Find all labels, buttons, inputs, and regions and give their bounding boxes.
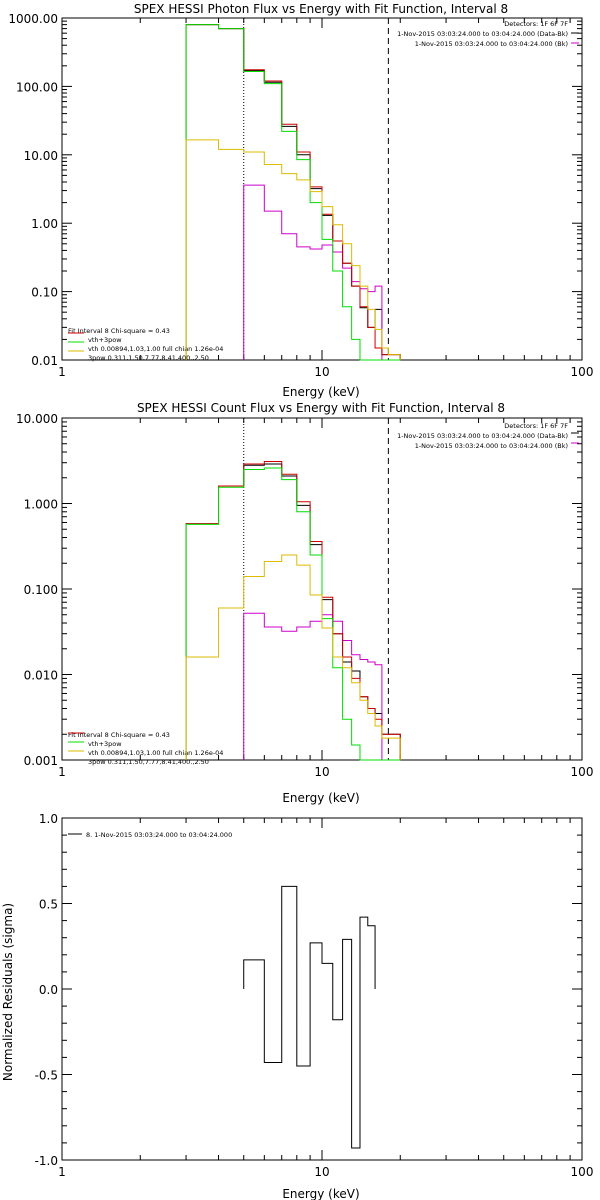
photon-y-tick-label: 100.00 xyxy=(16,80,58,94)
count-fit-interval: Fit Interval 8 Chi-square = 0.43 xyxy=(68,731,170,739)
photon-y-tick-label: 1000.00 xyxy=(8,12,58,26)
residuals-x-tick-label: 1 xyxy=(58,1165,66,1179)
residuals-series-residuals xyxy=(243,885,376,1149)
count-fit-legend-vth: vth 0.00894,1.03,1.00 full chian 1.26e-0… xyxy=(88,749,223,757)
photon-y-tick-label: 0.10 xyxy=(31,286,58,300)
photon-y-tick-label: 1.00 xyxy=(31,217,58,231)
count-series-3pow xyxy=(185,554,401,760)
count-fit-legend-3pow: 3pow 0.311,1.50,7.77,8.41,400.,2.50 xyxy=(88,758,209,766)
photon-chart-title: SPEX HESSI Photon Flux vs Energy with Fi… xyxy=(134,2,508,16)
residuals-y-tick-label: 0.5 xyxy=(39,898,58,912)
photon-x-tick-label: 10 xyxy=(314,365,329,379)
photon-fit-legend-vth: vth 0.00894,1.03,1.00 full chian 1.26e-0… xyxy=(88,345,223,353)
residuals-panel: Energy (keV) Normalized Residuals (sigma… xyxy=(1,812,593,1200)
residuals-x-axis-label: Energy (keV) xyxy=(282,1187,359,1200)
photon-bk-interval: 1-Nov-2015 03:03:24.000 to 03:04:24.000 … xyxy=(415,40,568,48)
count-x-tick-label: 10 xyxy=(314,765,329,779)
photon-x-tick-label: 100 xyxy=(571,365,594,379)
photon-x-tick-label: 1 xyxy=(58,365,66,379)
residuals-y-tick-label: -1.0 xyxy=(35,1154,58,1168)
count-y-tick-label: 10.000 xyxy=(16,412,58,426)
count-series-vth xyxy=(185,467,401,761)
photon-fit-legend-total: vth+3pow xyxy=(88,336,122,344)
count-y-tick-label: 0.100 xyxy=(24,583,58,597)
count-chart-title: SPEX HESSI Count Flux vs Energy with Fit… xyxy=(137,401,505,415)
photon-x-axis-label: Energy (keV) xyxy=(282,385,359,399)
photon-fit-interval: Fit Interval 8 Chi-square = 0.43 xyxy=(68,327,170,335)
count-y-tick-label: 1.000 xyxy=(24,498,58,512)
photon-y-tick-label: 0.01 xyxy=(31,354,58,368)
photon-data-interval: 1-Nov-2015 03:03:24.000 to 03:04:24.000 … xyxy=(397,30,568,38)
photon-series-3pow xyxy=(185,139,401,360)
photon-flux-panel: SPEX HESSI Photon Flux vs Energy with Fi… xyxy=(8,2,593,399)
count-y-tick-label: 0.010 xyxy=(24,669,58,683)
count-fit-legend-total: vth+3pow xyxy=(88,740,122,748)
count-bk-interval: 1-Nov-2015 03:03:24.000 to 03:04:24.000 … xyxy=(415,442,568,450)
photon-detectors-label: Detectors: 1F 6F 7F xyxy=(504,20,568,28)
count-data-interval: 1-Nov-2015 03:03:24.000 to 03:04:24.000 … xyxy=(397,432,568,440)
count-flux-panel: SPEX HESSI Count Flux vs Energy with Fit… xyxy=(16,401,593,805)
residuals-y-tick-label: -0.5 xyxy=(35,1069,58,1083)
residuals-y-tick-label: 1.0 xyxy=(39,812,58,826)
count-x-tick-label: 1 xyxy=(58,765,66,779)
residuals-x-tick-label: 10 xyxy=(314,1165,329,1179)
residuals-x-tick-label: 100 xyxy=(571,1165,594,1179)
photon-fit-legend-3pow: 3pow 0.311,1.50,7.77,8.41,400.,2.50 xyxy=(88,354,209,362)
residuals-y-axis-label: Normalized Residuals (sigma) xyxy=(1,903,15,1081)
residuals-legend-label: 8. 1-Nov-2015 03:03:24.000 to 03:04:24.0… xyxy=(86,831,232,839)
count-x-tick-label: 100 xyxy=(571,765,594,779)
count-y-tick-label: 0.001 xyxy=(24,754,58,768)
residuals-y-tick-label: 0.0 xyxy=(39,983,58,997)
count-detectors-label: Detectors: 1F 6F 7F xyxy=(504,422,568,430)
count-x-axis-label: Energy (keV) xyxy=(282,791,359,805)
photon-y-tick-label: 10.00 xyxy=(24,149,58,163)
